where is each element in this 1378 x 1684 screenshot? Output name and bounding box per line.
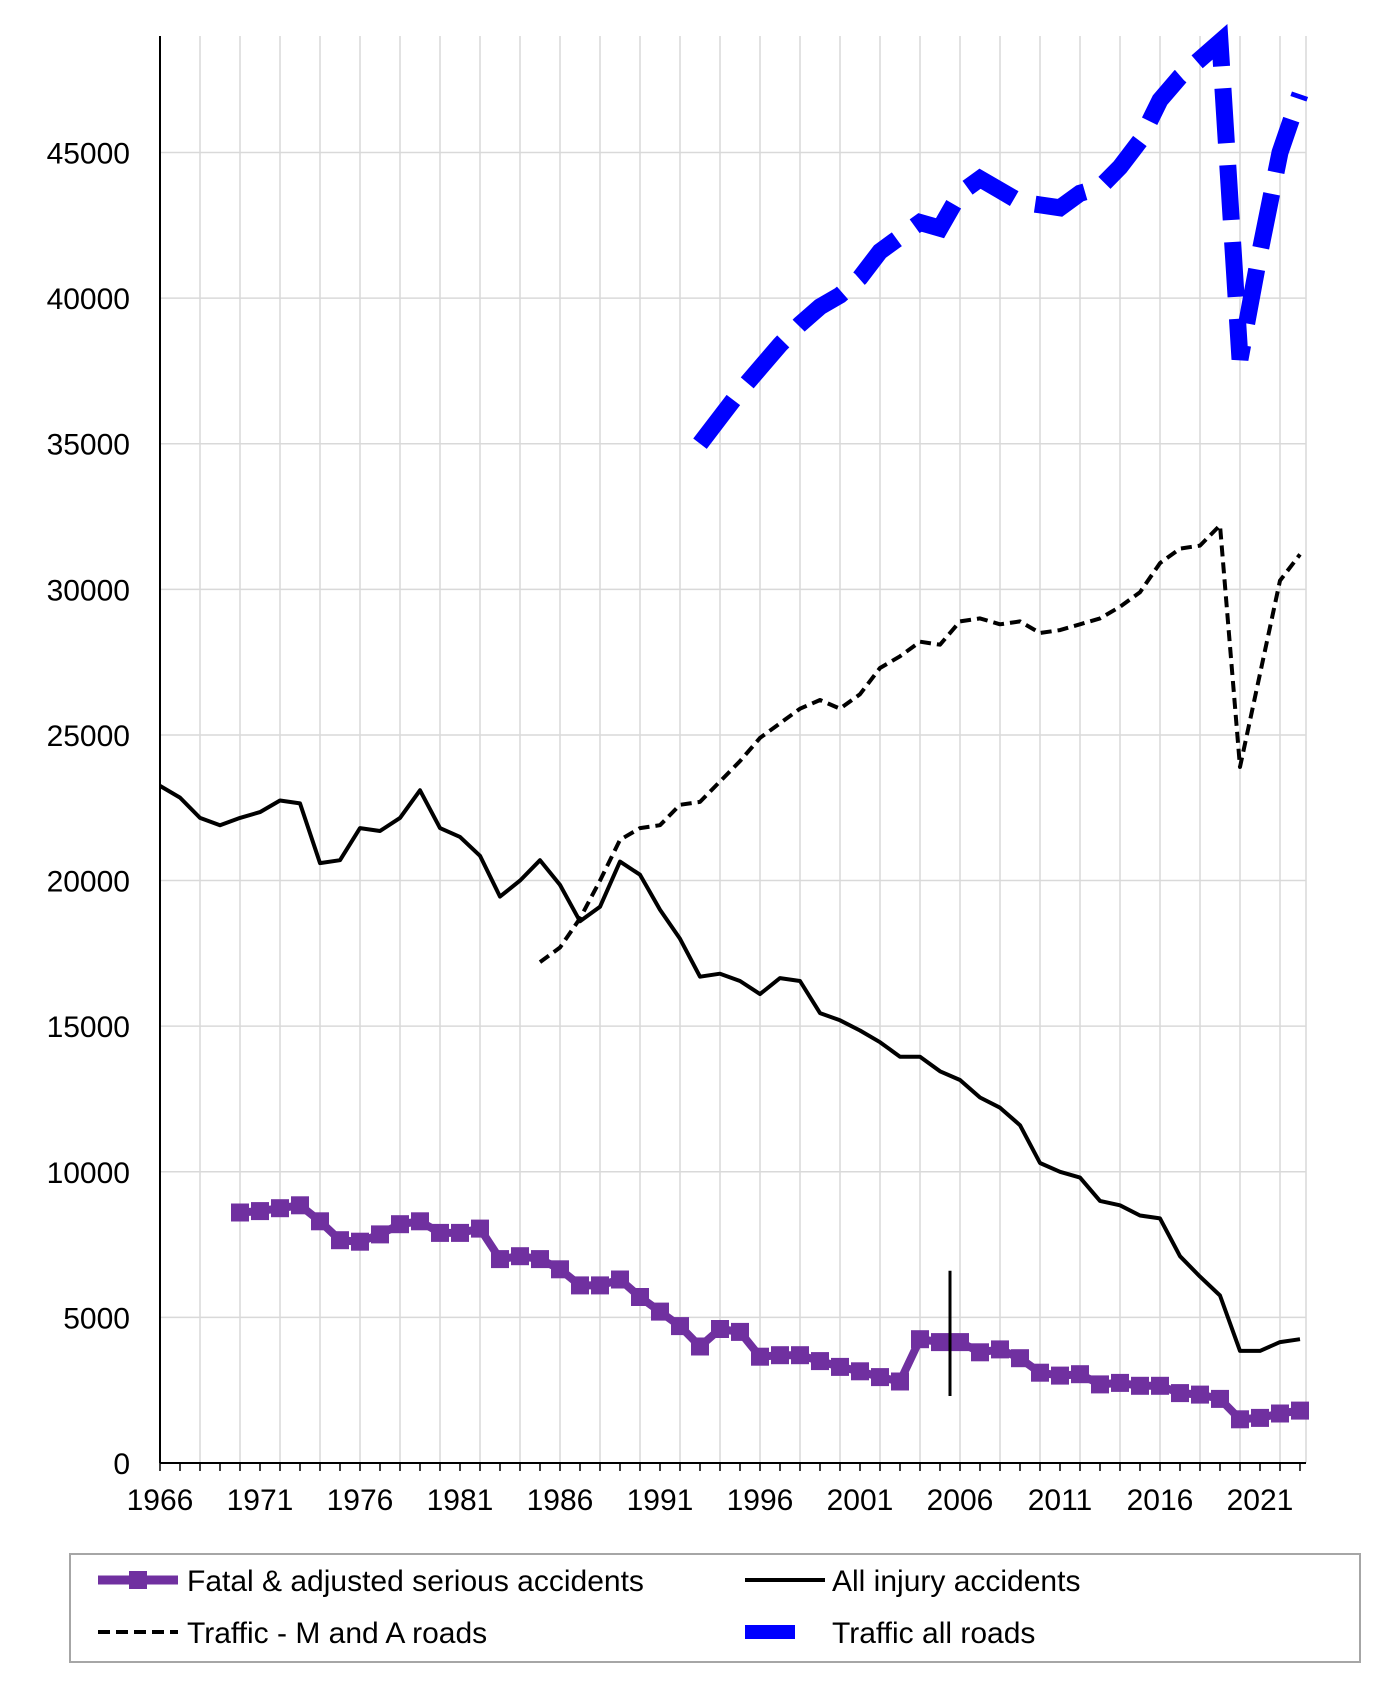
series-marker-0 <box>931 1333 949 1352</box>
series-marker-0 <box>1131 1376 1149 1395</box>
series-marker-0 <box>1151 1376 1169 1395</box>
series-marker-0 <box>671 1317 689 1336</box>
grid-layer <box>159 36 1307 1464</box>
series-marker-0 <box>1011 1349 1029 1368</box>
x-tick-label: 2001 <box>827 1484 894 1517</box>
series-marker-0 <box>911 1330 929 1349</box>
series-marker-0 <box>531 1250 549 1269</box>
series-marker-0 <box>251 1202 269 1221</box>
series-marker-0 <box>411 1212 429 1231</box>
series-marker-0 <box>631 1288 649 1306</box>
series-marker-0 <box>1051 1366 1069 1385</box>
legend-item-traffic-all: Traffic all roads <box>745 1617 1035 1650</box>
series-marker-0 <box>731 1322 749 1341</box>
x-tick-label: 2016 <box>1127 1484 1194 1517</box>
series-marker-0 <box>771 1346 789 1365</box>
series-marker-0 <box>751 1347 769 1366</box>
series-marker-0 <box>611 1270 629 1289</box>
legend-item-all-injury: All injury accidents <box>745 1565 1080 1598</box>
x-tick-label: 1976 <box>327 1484 394 1517</box>
series-marker-0 <box>511 1247 529 1266</box>
legend-label-all-injury: All injury accidents <box>832 1565 1080 1598</box>
series-marker-0 <box>891 1372 909 1391</box>
series-marker-0 <box>551 1260 569 1279</box>
x-tick-label: 1966 <box>127 1484 194 1517</box>
series-marker-0 <box>331 1231 349 1250</box>
series-marker-0 <box>871 1368 889 1387</box>
series-marker-0 <box>491 1250 509 1269</box>
y-tick-label: 25000 <box>47 720 130 753</box>
series-marker-0 <box>811 1352 829 1371</box>
series-layer <box>158 24 1309 1429</box>
series-marker-0 <box>1171 1384 1189 1403</box>
y-tick-label: 45000 <box>47 137 130 170</box>
x-tick-label: 2021 <box>1227 1484 1294 1517</box>
x-tick-label: 2006 <box>927 1484 994 1517</box>
series-marker-0 <box>1031 1363 1049 1382</box>
legend-label-traffic-m-a: Traffic - M and A roads <box>187 1617 487 1650</box>
series-marker-0 <box>691 1337 709 1356</box>
x-tick-label: 1981 <box>427 1484 494 1517</box>
series-marker-0 <box>991 1340 1009 1359</box>
series-marker-0 <box>951 1333 969 1352</box>
series-marker-0 <box>311 1212 329 1231</box>
y-tick-label: 30000 <box>47 574 130 607</box>
series-marker-0 <box>1271 1404 1289 1423</box>
y-tick-label: 0 <box>113 1448 130 1481</box>
legend-label-traffic-all: Traffic all roads <box>832 1617 1035 1650</box>
axis-layer: 0 5000 10000 15000 20000 25000 30000 35000 40000… <box>47 36 1306 1517</box>
series-marker-0 <box>271 1199 289 1218</box>
y-tick-label: 20000 <box>47 866 130 899</box>
x-tick-label: 1996 <box>727 1484 794 1517</box>
series-marker-0 <box>1191 1385 1209 1404</box>
legend-box <box>69 1553 1361 1663</box>
series-marker-0 <box>231 1203 249 1222</box>
x-tick-label: 1986 <box>527 1484 594 1517</box>
series-marker-0 <box>791 1346 809 1365</box>
series-marker-0 <box>851 1362 869 1381</box>
series-marker-0 <box>711 1320 729 1338</box>
y-tick-label: 40000 <box>47 283 130 316</box>
series-marker-0 <box>391 1215 409 1234</box>
series-marker-0 <box>1231 1410 1249 1429</box>
series-marker-0 <box>571 1276 589 1295</box>
series-marker-0 <box>1211 1389 1229 1408</box>
series-marker-0 <box>1291 1401 1309 1420</box>
series-line-3 <box>693 24 1309 449</box>
legend-label-fatal-serious: Fatal & adjusted serious accidents <box>187 1565 644 1598</box>
series-marker-0 <box>471 1219 489 1238</box>
y-tick-label: 15000 <box>47 1011 130 1044</box>
series-marker-0 <box>431 1223 449 1242</box>
legend: Fatal & adjusted serious accidents All i… <box>69 1553 1361 1663</box>
series-marker-0 <box>971 1343 989 1362</box>
series-line-2 <box>538 523 1302 964</box>
y-tick-label: 5000 <box>63 1302 130 1335</box>
series-line-1 <box>158 784 1301 1353</box>
series-marker-0 <box>1111 1373 1129 1392</box>
series-marker-0 <box>291 1196 309 1215</box>
series-marker-0 <box>1071 1365 1089 1384</box>
series-marker-0 <box>591 1276 609 1295</box>
x-tick-label: 1991 <box>627 1484 694 1517</box>
series-marker-0 <box>651 1302 669 1321</box>
legend-item-fatal-serious: Fatal & adjusted serious accidents <box>98 1565 644 1598</box>
series-marker-0 <box>1091 1375 1109 1394</box>
series-marker-0 <box>371 1225 389 1244</box>
legend-marker-fatal-serious <box>129 1571 147 1589</box>
legend-item-traffic-m-a: Traffic - M and A roads <box>98 1617 487 1650</box>
y-tick-label: 10000 <box>47 1157 130 1190</box>
x-tick-label: 1971 <box>227 1484 294 1517</box>
y-tick-label: 35000 <box>47 429 130 462</box>
series-marker-0 <box>831 1357 849 1376</box>
series-marker-0 <box>451 1223 469 1242</box>
series-marker-0 <box>351 1232 369 1251</box>
series-marker-0 <box>1251 1408 1269 1427</box>
x-tick-label: 2011 <box>1028 1484 1093 1517</box>
